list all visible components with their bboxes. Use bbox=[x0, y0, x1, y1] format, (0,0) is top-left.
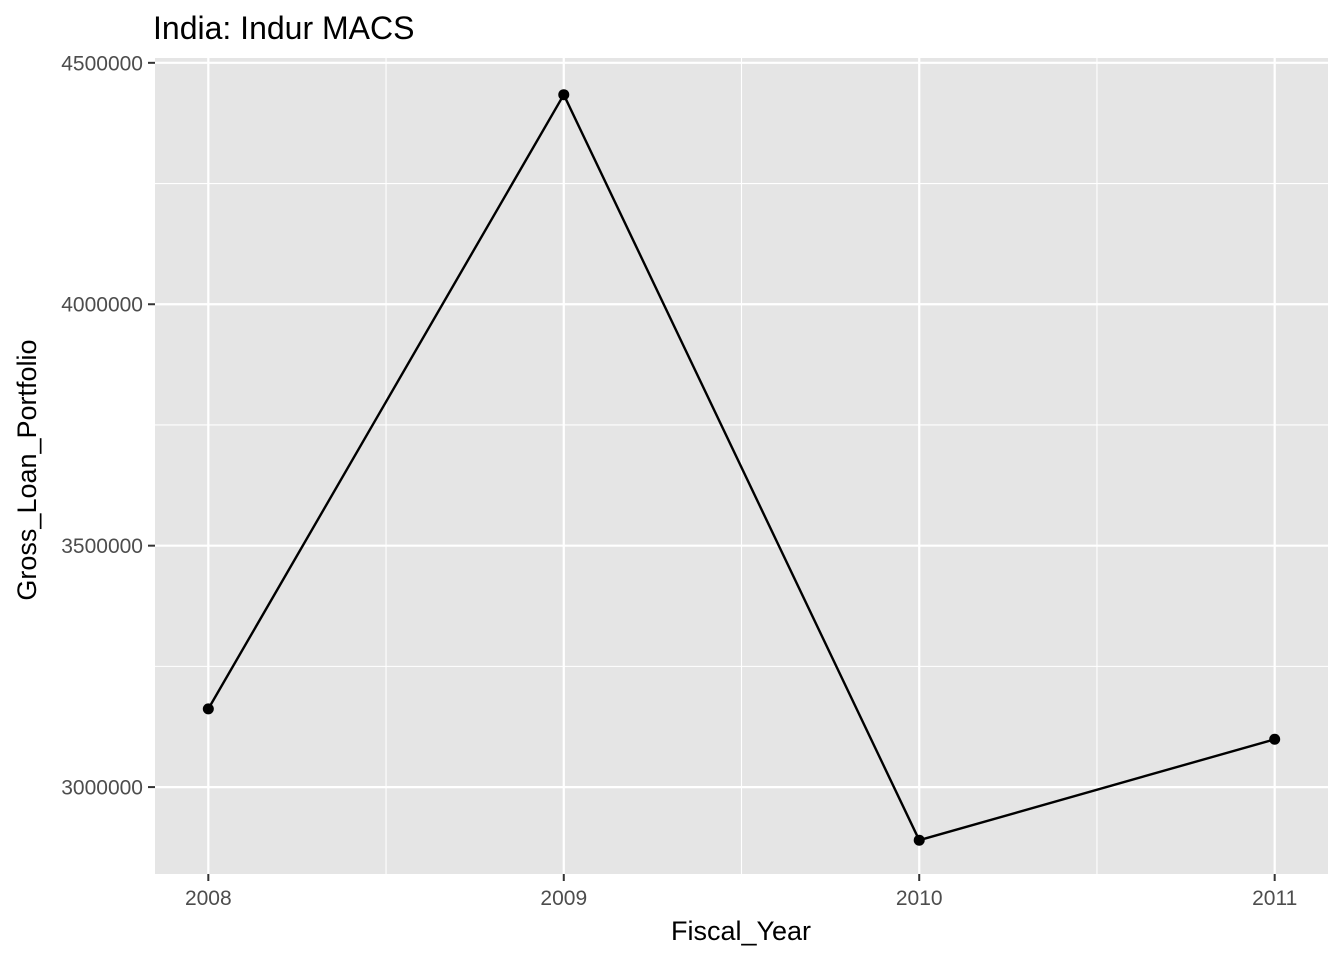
data-point bbox=[1269, 733, 1281, 745]
series-line bbox=[207, 93, 1276, 842]
y-axis-title: Gross_Loan_Portfolio bbox=[12, 339, 42, 600]
y-axis: 3000000 3500000 4000000 4500000 bbox=[61, 52, 155, 800]
data-point bbox=[202, 703, 214, 715]
x-axis: 2008 2009 2010 2011 bbox=[185, 874, 1297, 910]
y-tick-label: 3000000 bbox=[61, 777, 143, 800]
data-point bbox=[558, 89, 570, 101]
y-tick-label: 4000000 bbox=[61, 294, 143, 317]
x-tick-label: 2009 bbox=[540, 887, 587, 910]
x-tick-label: 2011 bbox=[1252, 887, 1297, 910]
y-tick-label: 3500000 bbox=[61, 535, 143, 558]
y-tick-label: 4500000 bbox=[61, 52, 143, 75]
series-layer bbox=[202, 89, 1281, 846]
data-point bbox=[913, 834, 925, 846]
x-axis-title: Fiscal_Year bbox=[671, 916, 811, 946]
x-tick-label: 2008 bbox=[185, 887, 232, 910]
x-tick-label: 2010 bbox=[896, 887, 943, 910]
chart-title: India: Indur MACS bbox=[153, 10, 414, 46]
